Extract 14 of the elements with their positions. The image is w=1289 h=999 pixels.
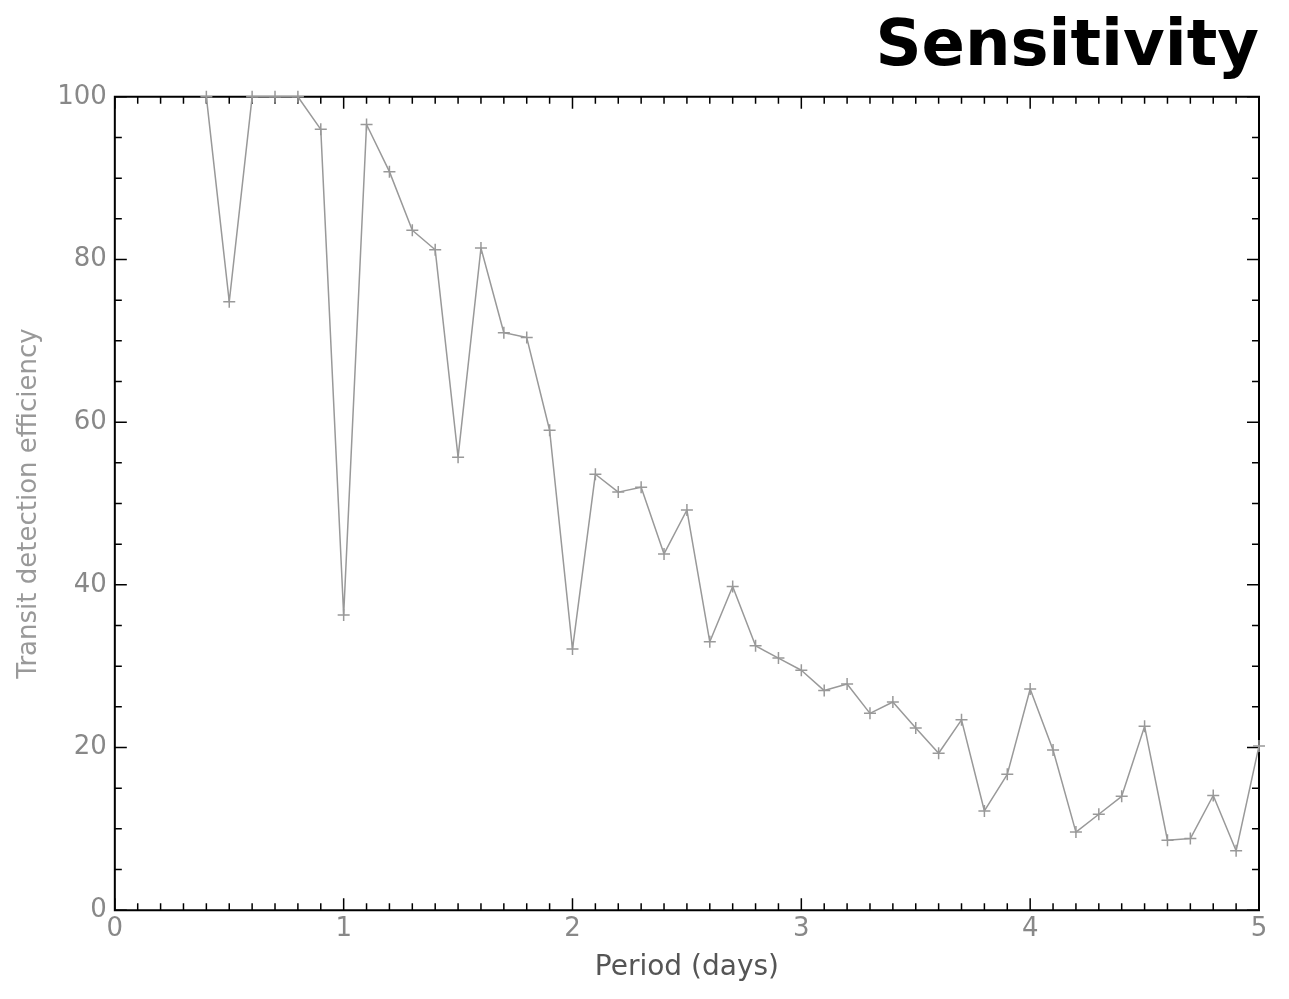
y-tick-label: 60 (73, 404, 107, 435)
y-tick-label: 20 (73, 730, 107, 761)
x-axis-title: Period (days) (594, 949, 779, 983)
y-tick-label: 80 (73, 242, 107, 273)
chart-title: Sensitivity (875, 6, 1259, 81)
x-tick-label: 1 (335, 911, 352, 942)
y-tick-label: 100 (57, 79, 107, 110)
x-tick-label: 4 (1021, 911, 1039, 942)
x-tick-label: 3 (793, 911, 810, 942)
y-tick-label: 0 (90, 892, 107, 923)
x-tick-label: 5 (1250, 911, 1268, 942)
y-tick-label: 40 (73, 567, 107, 598)
y-axis-title: Transit detection efficiency (12, 328, 43, 680)
x-tick-label: 2 (564, 911, 581, 942)
